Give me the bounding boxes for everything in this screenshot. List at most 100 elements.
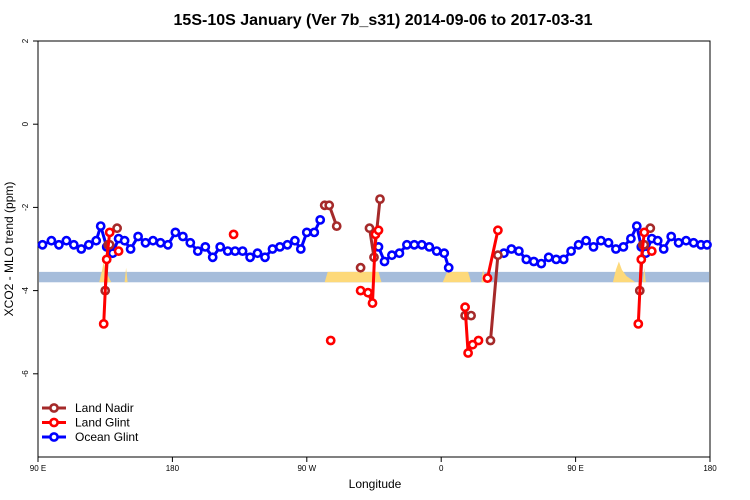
- land-glint-line-6: [486, 228, 500, 280]
- land-glint-point-8-0: [646, 246, 657, 256]
- land-nadir-point-4-2: [375, 194, 385, 204]
- series-land-glint: [98, 225, 657, 358]
- land-nadir-point-5-1: [466, 310, 476, 321]
- land-nadir-point-2-2: [331, 221, 342, 231]
- ocean-glint-point-1-6: [416, 239, 427, 250]
- ocean-glint-point-0-2: [54, 239, 64, 250]
- ocean-glint-point-0-20: [177, 231, 188, 242]
- legend-label-ocean-glint: Ocean Glint: [75, 430, 139, 444]
- x-axis: 90 E 180 90 W 0 90 E 180: [30, 457, 717, 473]
- y-tick-label-1: 0: [21, 121, 30, 126]
- x-tick-label-4: 90 E: [567, 464, 583, 473]
- ocean-glint-point-0-33: [274, 241, 285, 252]
- land-glint-point-0-1: [101, 254, 112, 265]
- land-glint-point-4-1: [363, 287, 373, 298]
- ocean-glint-point-1-2: [386, 250, 397, 261]
- land-glint-point-5-1: [463, 348, 473, 358]
- ocean-glint-point-2-15: [611, 244, 621, 254]
- land-band-2: [324, 271, 382, 283]
- y-tick-label-0: 2: [21, 38, 30, 43]
- ocean-glint-point-2-6: [543, 252, 554, 263]
- ocean-glint-point-0-18: [162, 239, 173, 250]
- ocean-glint-point-0-25: [215, 241, 226, 252]
- legend-label-land-nadir: Land Nadir: [75, 401, 134, 415]
- ocean-glint-point-0-4: [68, 239, 79, 250]
- plot-frame: [37, 40, 711, 458]
- land-glint-point-3-0: [325, 335, 336, 346]
- ocean-glint-point-0-5: [76, 244, 87, 254]
- land-glint-point-2-0: [228, 229, 239, 240]
- land-glint-point-5-3: [473, 335, 484, 346]
- land-nadir-point-2-1: [324, 200, 335, 211]
- chart-title: 15S-10S January (Ver 7b_s31) 2014-09-06 …: [174, 12, 593, 29]
- ocean-glint-point-0-15: [140, 237, 151, 248]
- ocean-glint-point-0-24: [207, 252, 218, 263]
- ocean-glint-point-2-25: [673, 237, 684, 248]
- x-tick-label-1: 180: [166, 464, 180, 473]
- ocean-glint-point-0-6: [83, 239, 94, 250]
- land-nadir-point-6-0: [485, 335, 496, 346]
- ocean-glint-point-0-39: [315, 214, 326, 225]
- x-tick-label-5: 180: [703, 464, 717, 473]
- land-nadir-point-1-0: [112, 223, 122, 234]
- ocean-glint-point-0-28: [237, 246, 248, 256]
- ocean-glint-point-0-12: [119, 235, 130, 246]
- ocean-glint-point-1-5: [409, 239, 420, 250]
- land-glint-point-0-0: [98, 318, 109, 329]
- legend-label-land-glint: Land Glint: [75, 416, 130, 430]
- y-tick-label-4: -6: [21, 370, 30, 378]
- ocean-glint-point-0-31: [260, 252, 270, 263]
- y-tick-label-2: -2: [21, 203, 30, 211]
- legend-marker-ocean-glint: [49, 432, 59, 442]
- land-band-6: [642, 267, 646, 283]
- land-band-5: [612, 261, 636, 283]
- ocean-glint-point-1-1: [379, 256, 390, 267]
- ocean-glint-point-0-8: [95, 221, 106, 231]
- land-glint-point-1-0: [113, 246, 124, 256]
- ocean-glint-point-2-12: [588, 241, 599, 252]
- land-glint-point-7-2: [639, 227, 650, 238]
- ocean-glint-point-2-3: [521, 254, 532, 265]
- ocean-glint-point-0-23: [200, 241, 211, 252]
- series-ocean-glint: [37, 214, 712, 273]
- ocean-glint-point-1-10: [443, 262, 454, 273]
- ocean-glint-point-2-27: [688, 237, 699, 248]
- ocean-glint-point-0-29: [245, 252, 255, 263]
- land-band-1: [124, 267, 128, 283]
- ocean-glint-point-0-19: [170, 227, 181, 238]
- ocean-glint-point-0-36: [295, 244, 306, 254]
- land-glint-point-5-0: [460, 302, 470, 313]
- ocean-glint-point-0-0: [37, 239, 48, 250]
- land-glint-point-0-2: [104, 227, 115, 238]
- ocean-glint-point-2-1: [506, 244, 517, 254]
- ocean-glint-point-0-16: [148, 235, 158, 246]
- ocean-glint-point-1-3: [394, 248, 405, 259]
- ocean-glint-point-2-16: [618, 241, 629, 252]
- y-tick-label-3: -4: [21, 286, 30, 294]
- ocean-glint-point-2-14: [603, 237, 614, 248]
- ocean-glint-point-0-13: [125, 244, 136, 254]
- legend-marker-land-nadir: [49, 403, 59, 413]
- ocean-glint-point-0-30: [252, 248, 263, 259]
- ocean-glint-point-2-2: [514, 246, 524, 256]
- x-tick-label-2: 90 W: [297, 464, 316, 473]
- ocean-glint-point-2-17: [626, 233, 636, 244]
- land-glint-point-7-1: [636, 254, 647, 265]
- series-layer: [37, 194, 712, 358]
- land-nadir-point-3-0: [355, 262, 366, 273]
- land-glint-point-7-0: [633, 318, 644, 329]
- ocean-glint-point-2-8: [558, 254, 569, 265]
- ocean-glint-point-0-27: [230, 246, 240, 256]
- ocean-glint-point-0-34: [282, 239, 293, 250]
- x-tick-label-0: 90 E: [30, 464, 46, 473]
- ocean-glint-point-0-21: [185, 237, 196, 248]
- ocean-glint-point-2-24: [666, 231, 677, 242]
- land-glint-point-4-4: [373, 225, 384, 236]
- ocean-glint-point-2-23: [658, 244, 669, 254]
- y-axis-label: XCO2 - MLO trend (ppm): [2, 182, 16, 317]
- ocean-glint-point-0-35: [289, 235, 300, 246]
- ocean-glint-point-0-14: [133, 231, 143, 242]
- land-nadir-point-6-1: [492, 250, 503, 261]
